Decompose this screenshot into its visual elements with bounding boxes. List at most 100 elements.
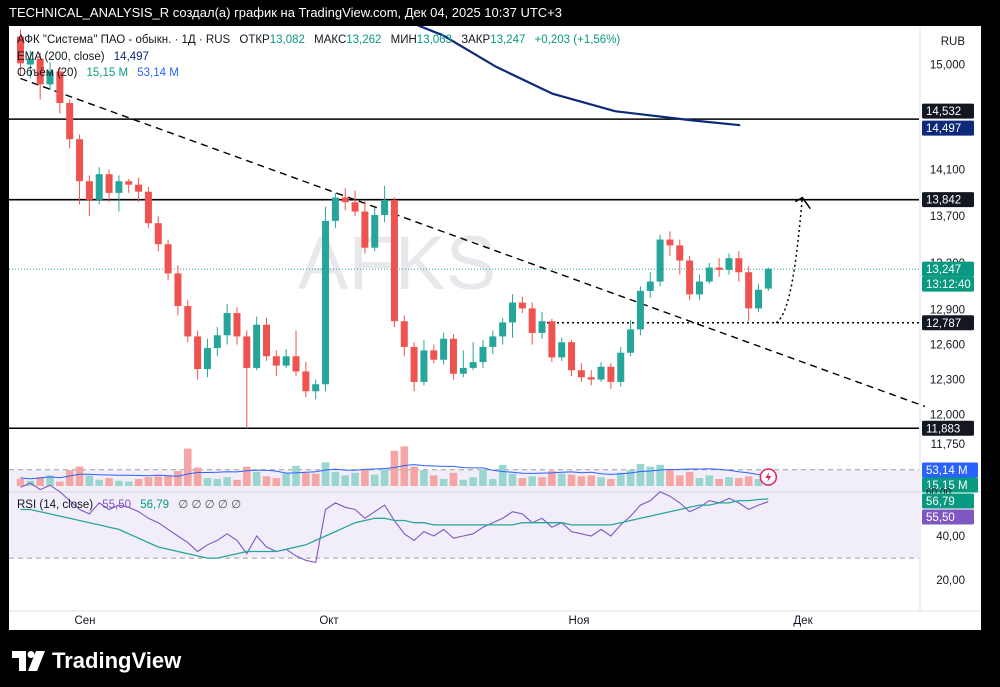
candle-body bbox=[459, 367, 467, 374]
volume-bar bbox=[203, 478, 212, 486]
tradingview-logo-icon bbox=[12, 651, 45, 671]
price-tick-label: 14,100 bbox=[930, 165, 965, 177]
time-axis-label: Дек bbox=[793, 615, 813, 627]
candle-body bbox=[587, 377, 595, 380]
candle bbox=[686, 255, 694, 301]
candle-body bbox=[440, 338, 448, 360]
candle-body bbox=[577, 370, 585, 378]
legend-ema-row[interactable]: EMA (200, close) 14,497 bbox=[17, 51, 149, 63]
candle-body bbox=[95, 174, 103, 200]
volume-bar bbox=[105, 478, 113, 486]
volume-bar bbox=[656, 464, 664, 486]
volume-bar bbox=[272, 478, 281, 486]
candle bbox=[676, 239, 684, 275]
candle bbox=[56, 66, 64, 114]
candle-body bbox=[371, 215, 379, 248]
projection-arrow-head bbox=[794, 196, 811, 210]
candle bbox=[449, 334, 457, 380]
candle-body bbox=[538, 321, 546, 333]
time-axis-label: Ноя bbox=[569, 615, 590, 627]
candle-body bbox=[745, 272, 753, 309]
volume-bar bbox=[341, 475, 350, 486]
rsi-badge-bg bbox=[922, 509, 974, 525]
volume-bar bbox=[489, 478, 497, 486]
candle bbox=[282, 349, 290, 368]
volume-bar bbox=[675, 475, 684, 486]
volume-bar bbox=[16, 478, 25, 486]
price-badge-bg bbox=[922, 315, 974, 331]
candle bbox=[755, 283, 762, 312]
candle-body bbox=[115, 181, 123, 193]
candle-body bbox=[194, 336, 202, 370]
candle bbox=[617, 346, 625, 387]
volume-bar bbox=[292, 465, 300, 486]
legend-ema-value: 14,497 bbox=[113, 51, 149, 63]
candle-body bbox=[135, 184, 143, 192]
chart-canvas[interactable]: AFKS15,00014,10013,70013,30012,90012,600… bbox=[9, 26, 981, 630]
candle-body bbox=[400, 321, 408, 347]
tradingview-logo[interactable]: TradingView bbox=[12, 648, 181, 674]
candle bbox=[489, 330, 497, 354]
candle-body bbox=[36, 58, 44, 85]
legend-close: 13,247 bbox=[490, 34, 526, 46]
candle-body bbox=[479, 346, 487, 363]
price-badge-bg bbox=[922, 103, 974, 119]
volume-bar bbox=[410, 466, 418, 486]
legend-high: 13,262 bbox=[346, 34, 382, 46]
candle bbox=[381, 185, 389, 223]
candle-body bbox=[597, 366, 605, 380]
descending-trendline bbox=[20, 77, 926, 408]
legend-close-label: ЗАКР bbox=[461, 34, 491, 46]
time-axis-label: Сен bbox=[74, 615, 95, 627]
candle-body bbox=[272, 356, 280, 366]
tradingview-logo-text: TradingView bbox=[52, 648, 182, 673]
candle-body bbox=[509, 302, 516, 323]
candle-body bbox=[263, 324, 270, 357]
volume-bar bbox=[587, 475, 596, 486]
chart-panel[interactable]: AFKS15,00014,10013,70013,30012,90012,600… bbox=[9, 26, 981, 630]
candle bbox=[213, 327, 221, 357]
volume-bar bbox=[420, 470, 428, 486]
legend-rsi-value2: 56,79 bbox=[140, 499, 170, 511]
candle-body bbox=[105, 174, 113, 193]
volume-bar bbox=[95, 479, 104, 486]
candle bbox=[390, 197, 398, 328]
volume-bar bbox=[616, 472, 625, 486]
volume-bar bbox=[46, 475, 54, 486]
volume-bar bbox=[646, 466, 655, 486]
volume-bar bbox=[607, 478, 615, 486]
price-tick-label: 12,900 bbox=[930, 305, 965, 317]
volume-bar bbox=[429, 475, 438, 486]
candle-body bbox=[26, 58, 34, 65]
candle bbox=[144, 187, 152, 228]
volume-bar bbox=[174, 471, 182, 486]
legend-volume-row[interactable]: Объём (20) 15,15 M 53,14 M bbox=[17, 67, 179, 79]
candle-body bbox=[518, 302, 526, 309]
candle bbox=[420, 339, 428, 386]
legend-rsi-row[interactable]: RSI (14, close) 55,50 56,79 ∅ ∅ ∅ ∅ ∅ bbox=[17, 497, 241, 511]
candle-body bbox=[735, 258, 743, 273]
volume-bar bbox=[321, 462, 330, 486]
volume-bar bbox=[705, 475, 714, 486]
candle bbox=[518, 296, 526, 314]
volume-bar bbox=[65, 470, 74, 486]
volume-bar bbox=[538, 477, 546, 486]
candle bbox=[764, 267, 772, 291]
volume-bar bbox=[124, 481, 133, 486]
price-badge-bg bbox=[922, 420, 974, 436]
candle bbox=[233, 307, 241, 345]
candle bbox=[646, 272, 654, 298]
rsi-tick-label: 40,00 bbox=[936, 531, 965, 543]
projection-arrow-path bbox=[775, 197, 804, 324]
price-badge-label: 12,787 bbox=[926, 318, 961, 330]
legend-open: 13,082 bbox=[269, 34, 305, 46]
volume-bar bbox=[183, 448, 192, 486]
candle bbox=[302, 362, 310, 398]
legend-rsi-label: RSI (14, close) bbox=[17, 499, 94, 511]
candle-body bbox=[144, 191, 152, 224]
candle bbox=[17, 29, 24, 77]
candle-body bbox=[154, 223, 162, 245]
volume-bar bbox=[233, 479, 241, 486]
candle-body bbox=[646, 281, 654, 291]
legend-symbol[interactable]: АФК "Система" ПАО - обыкн. · 1Д · RUS bbox=[17, 34, 231, 46]
